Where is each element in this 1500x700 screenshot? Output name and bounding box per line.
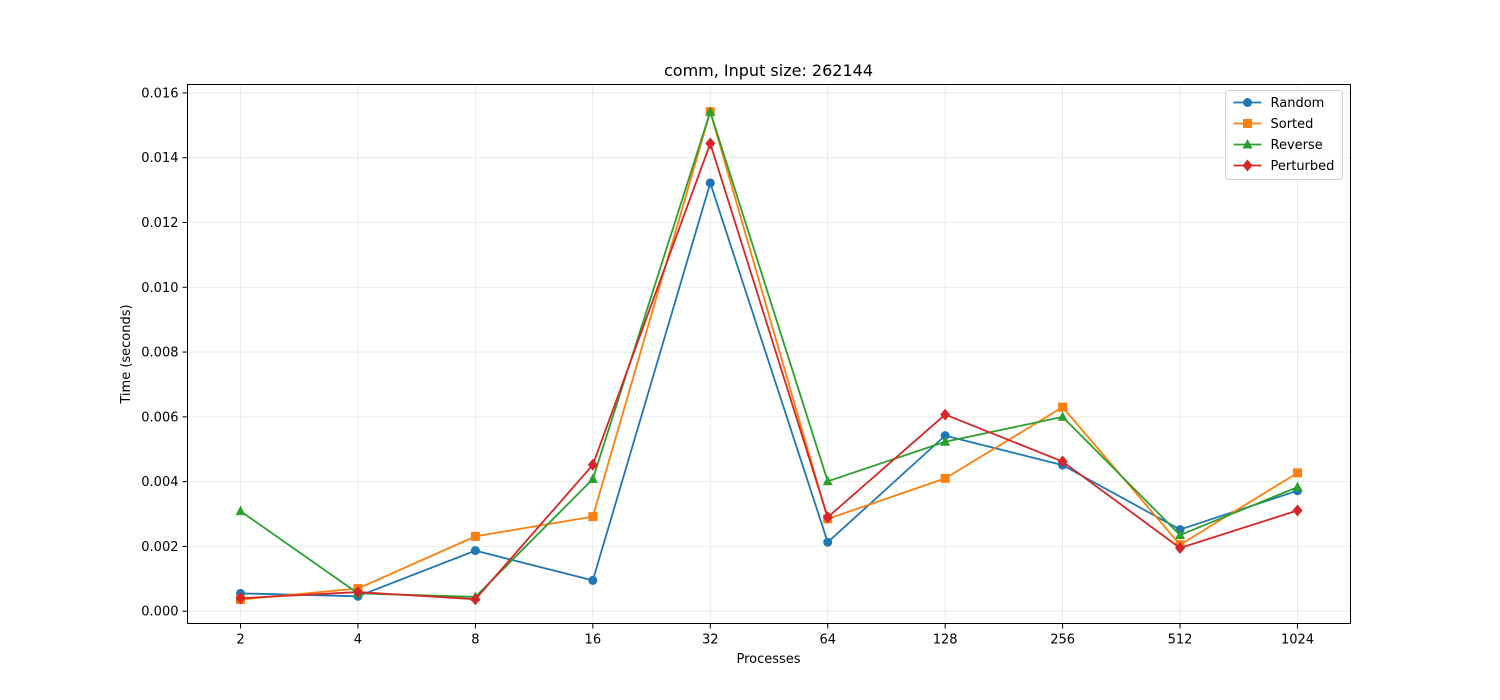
data-point-perturbed — [235, 592, 246, 605]
series-sorted — [236, 107, 1302, 605]
data-point-perturbed — [1175, 542, 1186, 555]
series-group — [235, 106, 1303, 606]
series-line-perturbed — [240, 142, 1298, 601]
series-reverse — [235, 106, 1303, 601]
x-tick-label: 1024 — [1281, 633, 1314, 648]
y-tick-label: 0.008 — [141, 346, 178, 361]
y-tick-label: 0.006 — [141, 410, 178, 425]
series-line-reverse — [239, 110, 1298, 598]
legend-box — [1225, 90, 1343, 180]
x-tick-label: 8 — [471, 633, 479, 648]
x-tick-label: 128 — [933, 633, 958, 648]
y-tick-label: 0.004 — [141, 475, 178, 490]
legend-item-perturbed: Perturbed — [1233, 159, 1335, 174]
data-point-reverse — [1057, 411, 1068, 421]
legend-marker-sorted — [1243, 119, 1252, 128]
data-point-random — [470, 546, 480, 556]
data-point-perturbed — [1292, 504, 1303, 517]
data-point-perturbed — [587, 458, 598, 471]
chart-title: comm, Input size: 262144 — [664, 61, 873, 80]
data-point-reverse — [235, 505, 246, 516]
data-point-random — [940, 431, 950, 441]
legend-label-sorted: Sorted — [1271, 117, 1314, 132]
x-tick-label: 256 — [1050, 633, 1075, 648]
x-tick-label: 512 — [1168, 633, 1193, 648]
series-line-sorted — [240, 110, 1298, 601]
y-axis: 0.000 0.002 0.004 0.006 0.008 0.010 0.012 0.014… — [141, 86, 188, 620]
data-point-reverse — [587, 473, 598, 484]
data-point-perturbed — [470, 593, 481, 606]
series-random — [236, 178, 1302, 601]
y-axis-label: Time (seconds) — [119, 304, 134, 404]
data-point-random — [823, 537, 833, 547]
data-point-sorted — [1293, 468, 1302, 478]
x-tick-label: 16 — [585, 633, 602, 648]
legend-item-sorted: Sorted — [1233, 117, 1314, 132]
data-point-random — [705, 178, 715, 188]
y-tick-label: 0.016 — [141, 86, 178, 101]
data-point-sorted — [588, 512, 598, 522]
x-tick-label: 2 — [236, 633, 244, 648]
x-axis: 2 4 8 16 32 64 128 256 512 1024 — [236, 623, 1314, 648]
x-tick-label: 32 — [702, 633, 719, 648]
legend-item-random: Random — [1233, 96, 1325, 111]
x-axis-label: Processes — [736, 652, 800, 667]
x-tick-label: 4 — [354, 633, 362, 648]
data-point-reverse — [822, 475, 833, 486]
y-tick-label: 0.014 — [141, 151, 178, 166]
plot-area-frame — [187, 84, 1351, 624]
legend: Random Sorted Reverse Perturbed — [1225, 90, 1343, 180]
x-tick-label: 64 — [819, 633, 836, 648]
data-point-reverse — [705, 106, 716, 116]
data-point-perturbed — [1057, 455, 1068, 468]
legend-marker-reverse — [1242, 139, 1253, 149]
data-point-perturbed — [940, 408, 951, 421]
legend-item-reverse: Reverse — [1233, 138, 1323, 153]
legend-marker-random — [1243, 98, 1252, 107]
data-point-perturbed — [352, 586, 363, 599]
y-tick-label: 0.010 — [141, 281, 178, 296]
data-point-reverse — [1175, 529, 1186, 540]
data-point-random — [588, 575, 598, 585]
data-point-reverse — [940, 436, 951, 446]
legend-label-perturbed: Perturbed — [1271, 159, 1335, 174]
legend-label-reverse: Reverse — [1271, 138, 1323, 153]
data-point-perturbed — [822, 511, 833, 524]
data-point-reverse — [1292, 481, 1303, 492]
y-tick-label: 0.012 — [141, 216, 178, 231]
series-perturbed — [235, 137, 1303, 606]
series-line-random — [240, 182, 1298, 598]
legend-label-random: Random — [1271, 96, 1325, 111]
data-point-perturbed — [705, 137, 716, 150]
data-point-sorted — [1058, 402, 1068, 412]
y-tick-label: 0.002 — [141, 540, 178, 555]
data-point-sorted — [470, 531, 480, 541]
legend-marker-perturbed — [1242, 159, 1253, 172]
data-point-sorted — [940, 473, 950, 483]
y-tick-label: 0.000 — [141, 605, 178, 620]
grid — [187, 84, 1351, 624]
